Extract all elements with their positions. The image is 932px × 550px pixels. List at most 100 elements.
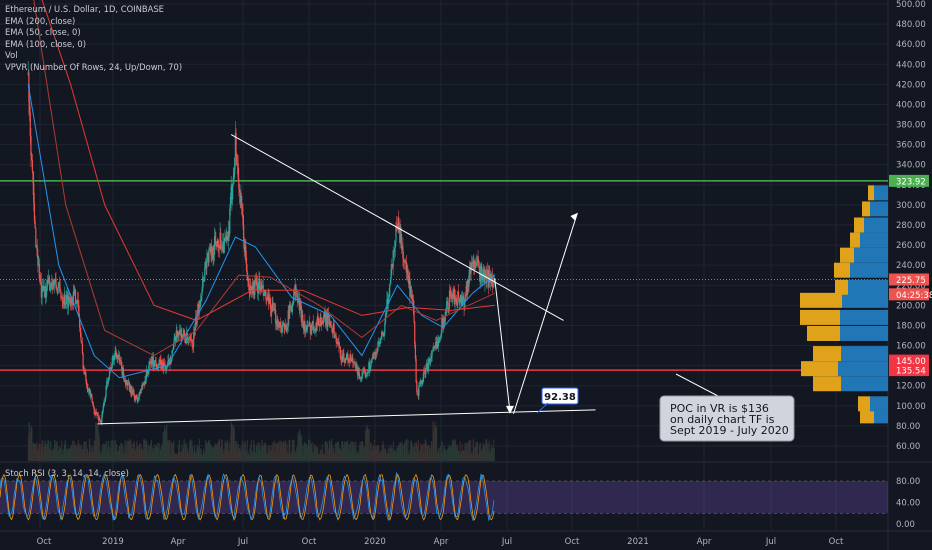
- volume-bar: [221, 439, 223, 461]
- volume-bar: [319, 453, 321, 461]
- candle-body: [123, 376, 125, 382]
- volume-bar: [137, 449, 139, 461]
- volume-bar: [171, 442, 173, 461]
- volume-bar: [303, 442, 305, 461]
- candle-body: [459, 300, 461, 302]
- candle-body: [214, 236, 216, 242]
- volume-bar: [248, 448, 251, 461]
- volume-bar: [359, 442, 361, 461]
- volume-bar: [128, 441, 130, 461]
- candle-body: [376, 350, 378, 354]
- volume-bar: [184, 448, 186, 461]
- candle-body: [433, 346, 435, 348]
- volume-bar: [465, 450, 467, 461]
- candle-body: [113, 356, 115, 361]
- volume-bar: [478, 453, 480, 461]
- volume-bar: [124, 440, 126, 461]
- volume-bar: [59, 448, 61, 461]
- candle-body: [488, 274, 490, 288]
- volume-bar: [30, 425, 32, 461]
- legend-vpvr[interactable]: VPVR (Number Of Rows, 24, Up/Down, 70): [5, 61, 183, 72]
- volume-bar: [409, 450, 411, 461]
- volume-bar: [330, 454, 332, 461]
- volume-bar: [212, 447, 214, 461]
- volume-bar: [428, 445, 431, 461]
- volume-bar: [176, 453, 178, 461]
- volume-bar: [36, 441, 38, 461]
- candle-body: [103, 402, 105, 407]
- candle-body: [437, 339, 439, 347]
- candle-body: [99, 420, 102, 423]
- candle-body: [465, 286, 467, 296]
- volume-bar: [239, 448, 241, 461]
- candle-body: [426, 363, 428, 368]
- candle-body: [177, 335, 179, 337]
- volume-bar: [434, 421, 436, 461]
- volume-bar: [105, 440, 107, 461]
- candle-body: [101, 414, 103, 423]
- candle-body: [293, 290, 295, 303]
- candle-body: [194, 324, 196, 336]
- volume-bar: [207, 448, 209, 461]
- candle-body: [181, 334, 183, 341]
- volume-bar: [393, 450, 395, 461]
- stoch-k-line: [0, 471, 495, 522]
- candle-body: [327, 313, 329, 327]
- legend-ema100[interactable]: EMA (100, close, 0): [5, 38, 86, 49]
- volume-bar: [320, 449, 322, 461]
- volume-bar: [56, 454, 59, 461]
- volume-bar: [364, 447, 366, 461]
- volume-bar: [68, 449, 70, 461]
- candle-body: [104, 401, 106, 403]
- volume-bar: [51, 452, 53, 461]
- rsi-tick-label: 0.00: [896, 520, 915, 530]
- volume-bar: [322, 452, 324, 461]
- volume-bar: [339, 450, 342, 461]
- volume-bar: [181, 444, 183, 461]
- legend-ema50[interactable]: EMA (50, close, 0): [5, 27, 81, 37]
- legend-ema200[interactable]: EMA (200, close): [5, 15, 76, 26]
- volume-bar: [348, 450, 350, 461]
- volume-bar: [351, 441, 353, 461]
- volume-bar: [29, 432, 31, 461]
- legend-vol[interactable]: Vol: [5, 50, 18, 60]
- candle-body: [316, 316, 318, 326]
- volume-bar: [141, 448, 143, 461]
- candle-body: [179, 330, 181, 335]
- volume-bar: [29, 433, 32, 461]
- volume-bar: [90, 444, 92, 461]
- volume-bar: [401, 444, 404, 461]
- volume-bar: [314, 448, 317, 461]
- volume-bar: [89, 451, 91, 461]
- volume-bar: [410, 441, 412, 461]
- candle-body: [289, 304, 291, 308]
- candle-body: [162, 364, 164, 371]
- price-label-text: 135.54: [896, 367, 926, 377]
- volume-bar: [65, 446, 67, 461]
- candle-body: [479, 273, 481, 282]
- volume-bar: [50, 449, 52, 461]
- volume-bar: [168, 444, 171, 461]
- volume-bar: [485, 439, 488, 461]
- legend-stoch-rsi[interactable]: Stoch RSI (3, 3, 14, 14, close): [5, 468, 129, 478]
- candle-body: [143, 383, 145, 385]
- price-axis[interactable]: 500.00 480.00 460.00 440.00 420.00 400.00 380.…: [896, 0, 926, 530]
- symbol-title[interactable]: Ethereum / U.S. Dollar, 1D, COINBASE: [5, 4, 164, 14]
- candle-body: [134, 398, 136, 401]
- candle-body: [309, 324, 312, 334]
- volume-bar: [35, 444, 37, 461]
- time-axis[interactable]: Oct 2019 Apr Jul Oct 2020 Apr Jul Oct 2021 Apr Jul O…: [37, 537, 844, 547]
- candle-body: [335, 335, 337, 342]
- volume-bar: [172, 443, 174, 461]
- candle-body: [60, 290, 62, 298]
- volume-bar: [142, 450, 144, 461]
- candle-body: [38, 263, 40, 279]
- candle-body: [300, 305, 303, 322]
- volume-bar: [88, 439, 91, 461]
- horizontal-levels[interactable]: [0, 180, 888, 371]
- candle-body: [394, 241, 396, 249]
